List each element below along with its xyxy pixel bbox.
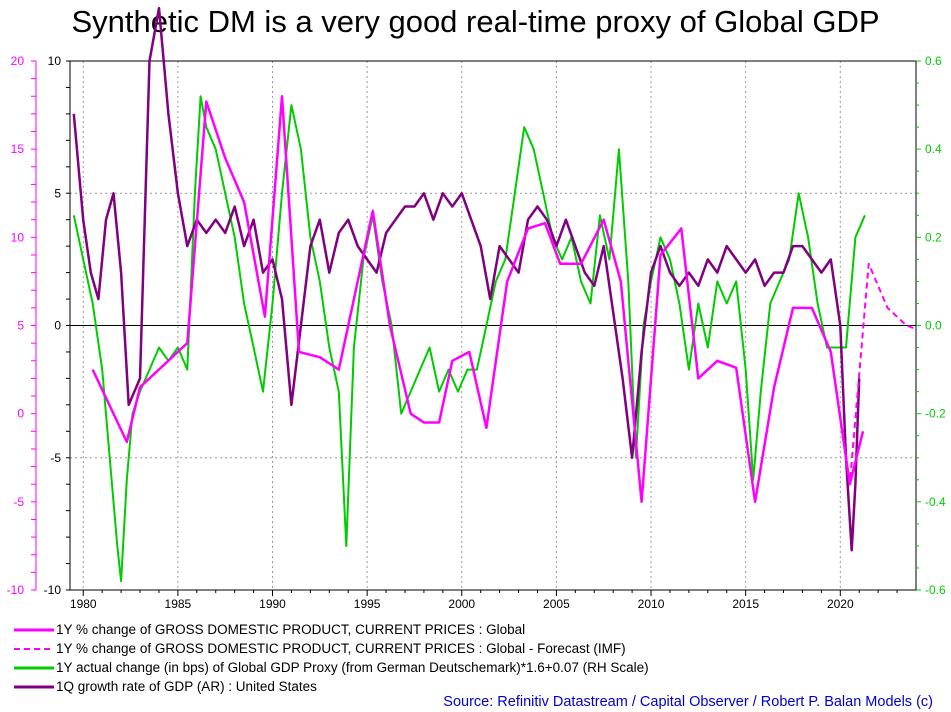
x-tick-label: 2015 [732,597,759,611]
x-tick-label: 2005 [543,597,570,611]
right-tick-label: 0.4 [925,142,942,156]
x-tick-label: 2020 [827,597,854,611]
x-tick-label: 1985 [165,597,192,611]
x-tick-label: 1980 [70,597,97,611]
left-outer-tick-label: 20 [11,54,25,68]
source-note: Source: Refinitiv Datastream / Capital O… [443,694,933,710]
legend-swatch-forecast [14,648,54,650]
left-inner-tick-label: 10 [48,54,62,68]
left-outer-tick-label: 15 [11,142,25,156]
legend-label-forecast: 1Y % change of GROSS DOMESTIC PRODUCT, C… [56,641,626,656]
left-outer-tick-label: 0 [17,407,24,421]
series-global-gdp-line [91,95,865,504]
left-inner-tick-label: 5 [54,186,61,200]
x-tick-label: 2000 [448,597,475,611]
right-tick-label: -0.6 [925,583,946,597]
series-gdp-proxy-line [72,95,866,583]
x-tick-label: 2010 [638,597,665,611]
right-tick-label: 0.2 [925,230,942,244]
right-tick-label: 0.6 [925,54,942,68]
left-outer-tick-label: 5 [17,319,24,333]
left-outer-tick-label: -5 [13,495,24,509]
left-outer-tick-label: -10 [7,583,25,597]
right-tick-label: -0.2 [925,407,946,421]
left-inner-tick-label: 0 [54,319,61,333]
left-outer-tick-label: 10 [11,230,25,244]
right-tick-label: 0.0 [925,319,942,333]
legend-swatch-us-gdp [14,685,54,689]
legend-swatch-proxy [14,666,54,670]
legend-label-global-gdp: 1Y % change of GROSS DOMESTIC PRODUCT, C… [56,622,526,637]
x-tick-label: 1990 [259,597,286,611]
legend-label-us-gdp: 1Q growth rate of GDP (AR) : United Stat… [56,679,317,694]
series-us-gdp-line [72,6,861,552]
left-inner-tick-label: -5 [50,451,61,465]
series-global-gdp-forecast-line [829,262,917,486]
left-inner-tick-label: -10 [44,583,62,597]
x-tick-label: 1995 [354,597,381,611]
chart-title: Synthetic DM is a very good real-time pr… [71,4,880,39]
legend-label-proxy: 1Y actual change (in bps) of Global GDP … [56,660,649,675]
right-tick-label: -0.4 [925,495,946,509]
axes: 1980 1985 1990 1995 2000 2005 2010 2015 20202015… [7,54,946,611]
series-lines [72,6,917,583]
legend-swatch-global-gdp [14,628,54,632]
